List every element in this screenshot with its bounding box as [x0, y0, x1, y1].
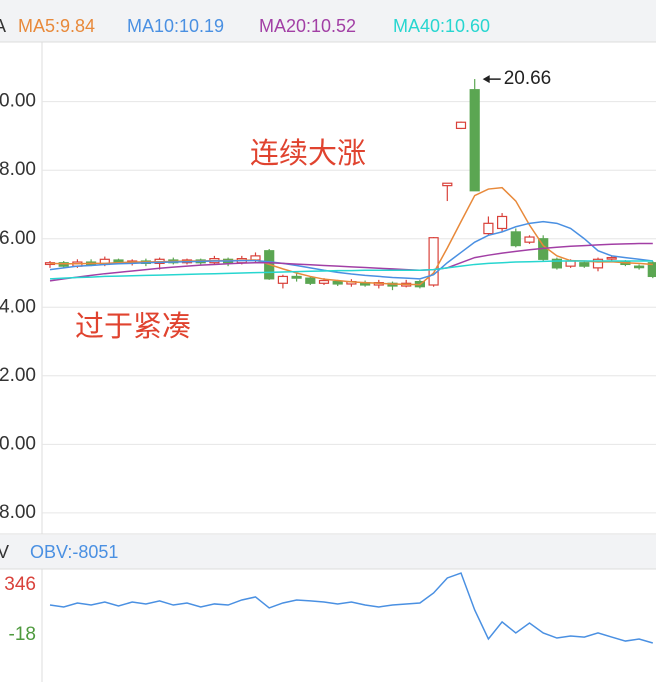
candle-body — [469, 89, 480, 192]
legend-label: A — [0, 16, 6, 36]
y-tick-label: -18 — [9, 624, 36, 645]
annotation: 过于紧凑 — [75, 309, 191, 343]
y-tick-label: 20.00 — [0, 91, 36, 112]
candle-body — [332, 280, 343, 285]
candle-body — [442, 182, 453, 187]
line — [49, 220, 653, 280]
candle-body — [318, 279, 330, 284]
candle-body — [428, 237, 439, 286]
line — [49, 572, 654, 644]
legend-label: MA5:9.84 — [18, 16, 95, 36]
candle-body — [305, 277, 316, 284]
candle-body — [551, 258, 563, 269]
candle-body — [455, 121, 467, 130]
y-tick-label: 12.00 — [0, 365, 36, 386]
legend-label: OBV:-8051 — [30, 542, 118, 562]
line — [49, 242, 653, 282]
legend-bar — [0, 0, 656, 42]
max-label: 20.66 — [504, 68, 552, 89]
legend-label: MA10:10.19 — [127, 16, 224, 36]
annotation: 连续大涨 — [250, 136, 366, 170]
candle-body — [606, 256, 617, 260]
candle-body — [497, 215, 508, 230]
sub-legend-bar — [0, 535, 656, 569]
max-arrow-head — [482, 75, 490, 84]
candle-body — [633, 265, 645, 269]
y-tick-label: 8.00 — [0, 502, 36, 523]
y-tick-label: 18.00 — [0, 159, 36, 180]
candle-body — [524, 236, 535, 243]
candle-body — [565, 260, 576, 267]
legend-label: MA40:10.60 — [393, 16, 490, 36]
y-tick-label: 14.00 — [0, 296, 36, 317]
candle-body — [592, 258, 604, 269]
candle-body — [647, 262, 656, 278]
candle-body — [483, 222, 494, 235]
candle-body — [291, 275, 302, 279]
candle-body — [510, 231, 521, 247]
y-tick-label: 346 — [4, 574, 36, 595]
y-tick-label: 10.00 — [0, 433, 36, 454]
legend-label: MA20:10.52 — [259, 16, 356, 36]
candle-body — [277, 275, 288, 284]
candle-body — [579, 262, 590, 267]
y-tick-label: 16.00 — [0, 228, 36, 249]
line — [49, 260, 653, 280]
legend-label: V — [0, 542, 9, 562]
